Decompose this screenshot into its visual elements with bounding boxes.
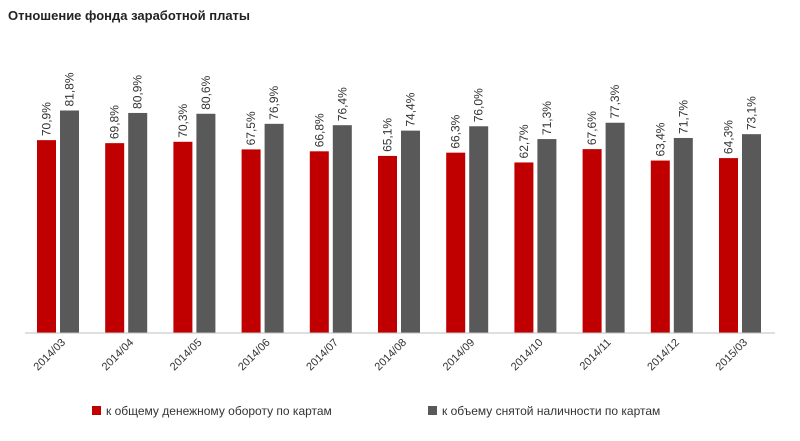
x-tick-label-2014-11: 2014/11 <box>578 337 614 373</box>
data-label-series-2-2014-04: 80,9% <box>131 75 145 109</box>
x-tick-label-2014-10: 2014/10 <box>509 337 546 374</box>
data-label-series-1-2014-10: 62,7% <box>517 124 531 158</box>
data-label-series-1-2014-11: 67,6% <box>585 111 599 145</box>
x-tick-label-2014-12: 2014/12 <box>645 337 682 374</box>
data-label-series-2-2014-07: 76,4% <box>335 87 349 121</box>
bar-series-1-2014-09 <box>446 152 466 333</box>
data-label-series-1-2014-03: 70,9% <box>40 102 54 136</box>
bar-series-1-2014-10 <box>514 162 534 333</box>
bar-series-1-2015-03 <box>719 158 738 333</box>
data-label-series-2-2015-03: 73,1% <box>745 96 759 130</box>
x-tick-label-2014-03: 2014/03 <box>32 337 69 374</box>
bar-series-1-2014-06 <box>241 149 261 333</box>
bar-series-2-2014-07 <box>332 125 352 333</box>
x-tick-label-2015-03: 2015/03 <box>714 337 751 374</box>
bar-series-2-2014-06 <box>264 123 284 333</box>
data-label-series-1-2014-06: 67,5% <box>244 111 258 145</box>
data-label-series-2-2014-11: 77,3% <box>608 84 622 118</box>
data-label-series-1-2015-03: 64,3% <box>722 120 736 154</box>
data-labels-group: 70,9% 81,8% 69,8% 80,9% 70,3% 80,6% 67,5% 76,9%… <box>40 72 759 158</box>
bar-series-1-2014-03 <box>37 140 56 333</box>
bar-series-2-2014-09 <box>469 126 489 333</box>
x-tick-label-2014-08: 2014/08 <box>373 337 410 374</box>
bar-series-2-2015-03 <box>742 134 761 333</box>
legend-label-series-2: к объему снятой наличности по картам <box>442 404 660 418</box>
data-label-series-2-2014-06: 76,9% <box>267 85 281 119</box>
bar-series-2-2014-04 <box>128 112 148 334</box>
data-label-series-2-2014-12: 71,7% <box>676 100 690 134</box>
data-label-series-1-2014-04: 69,8% <box>108 105 122 139</box>
x-tick-label-2014-05: 2014/05 <box>168 337 205 374</box>
legend-label-series-1: к общему денежному обороту по картам <box>106 404 332 418</box>
bar-series-1-2014-08 <box>378 155 397 333</box>
data-label-series-1-2014-05: 70,3% <box>176 103 190 137</box>
x-tick-label-2014-09: 2014/09 <box>441 337 478 374</box>
bar-series-1-2014-12 <box>650 160 670 333</box>
data-label-series-1-2014-08: 65,1% <box>381 118 395 152</box>
data-label-series-2-2014-08: 74,4% <box>404 92 418 126</box>
bar-series-2-2014-03 <box>60 110 79 333</box>
data-label-series-1-2014-09: 66,3% <box>449 114 463 148</box>
bar-series-1-2014-05 <box>173 141 193 333</box>
x-tick-labels: 2014/03 2014/04 2014/05 2014/06 2014/07 2014/… <box>32 337 751 374</box>
x-tick-label-2014-06: 2014/06 <box>236 337 273 374</box>
data-label-series-2-2014-03: 81,8% <box>63 72 77 106</box>
chart-title: Отношение фонда заработной платы <box>8 8 250 23</box>
bar-series-1-2014-11 <box>582 149 602 333</box>
data-label-series-2-2014-09: 76,0% <box>472 88 486 122</box>
bar-series-2-2014-11 <box>605 122 625 333</box>
legend-swatch-series-2 <box>428 406 437 415</box>
legend: к общему денежному обороту по картам к о… <box>92 404 660 418</box>
bar-series-1-2014-07 <box>309 151 329 333</box>
data-label-series-2-2014-10: 71,3% <box>540 101 554 135</box>
legend-swatch-series-1 <box>92 406 101 415</box>
bar-series-2-2014-10 <box>537 139 557 333</box>
x-tick-label-2014-04: 2014/04 <box>100 337 137 374</box>
data-label-series-1-2014-07: 66,8% <box>312 113 326 147</box>
bar-series-2-2014-08 <box>401 130 420 333</box>
bar-series-2-2014-05 <box>196 113 216 333</box>
bars-group <box>37 110 761 334</box>
data-label-series-2-2014-05: 80,6% <box>199 75 213 109</box>
bar-series-1-2014-04 <box>105 143 125 333</box>
data-label-series-1-2014-12: 63,4% <box>653 122 667 156</box>
x-tick-label-2014-07: 2014/07 <box>304 337 341 374</box>
bar-series-2-2014-12 <box>673 137 693 333</box>
